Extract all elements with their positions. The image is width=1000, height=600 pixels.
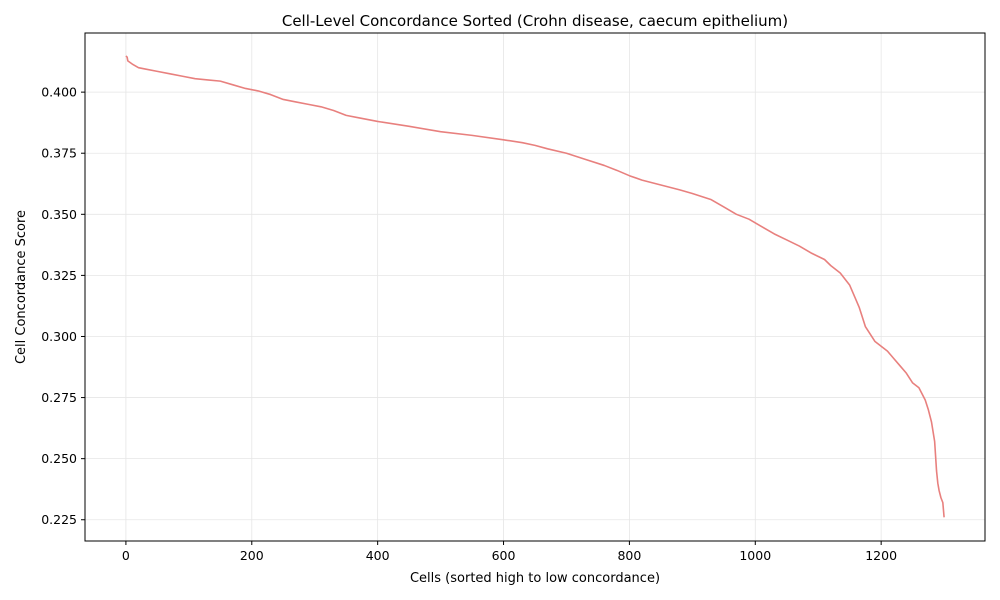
- x-tick-label: 0: [122, 548, 130, 563]
- plot-frame: [84, 32, 986, 542]
- x-tick-label: 1200: [865, 548, 897, 563]
- y-axis-label: Cell Concordance Score: [14, 210, 29, 364]
- x-tick-label: 600: [492, 548, 516, 563]
- y-tick-label: 0.250: [41, 451, 77, 466]
- y-tick-label: 0.275: [41, 390, 77, 405]
- series-layer: [125, 55, 945, 518]
- x-tick-label: 800: [617, 548, 641, 563]
- x-tick-label: 400: [366, 548, 390, 563]
- series-line: [125, 55, 945, 518]
- y-axis: 0.225 0.250 0.275 0.300 0.325 0.350 0.375 0.400: [41, 85, 85, 527]
- y-tick-label: 0.225: [41, 512, 77, 527]
- x-axis: 0 200 400 600 800 1000 1200: [122, 541, 897, 563]
- x-tick-label: 200: [240, 548, 264, 563]
- x-axis-label: Cells (sorted high to low concordance): [410, 571, 660, 586]
- y-tick-label: 0.400: [41, 85, 77, 100]
- y-tick-label: 0.300: [41, 329, 77, 344]
- x-tick-label: 1000: [739, 548, 771, 563]
- y-tick-label: 0.325: [41, 268, 77, 283]
- chart-title: Cell-Level Concordance Sorted (Crohn dis…: [282, 12, 788, 30]
- y-tick-label: 0.350: [41, 207, 77, 222]
- y-tick-label: 0.375: [41, 146, 77, 161]
- grid: [85, 33, 985, 541]
